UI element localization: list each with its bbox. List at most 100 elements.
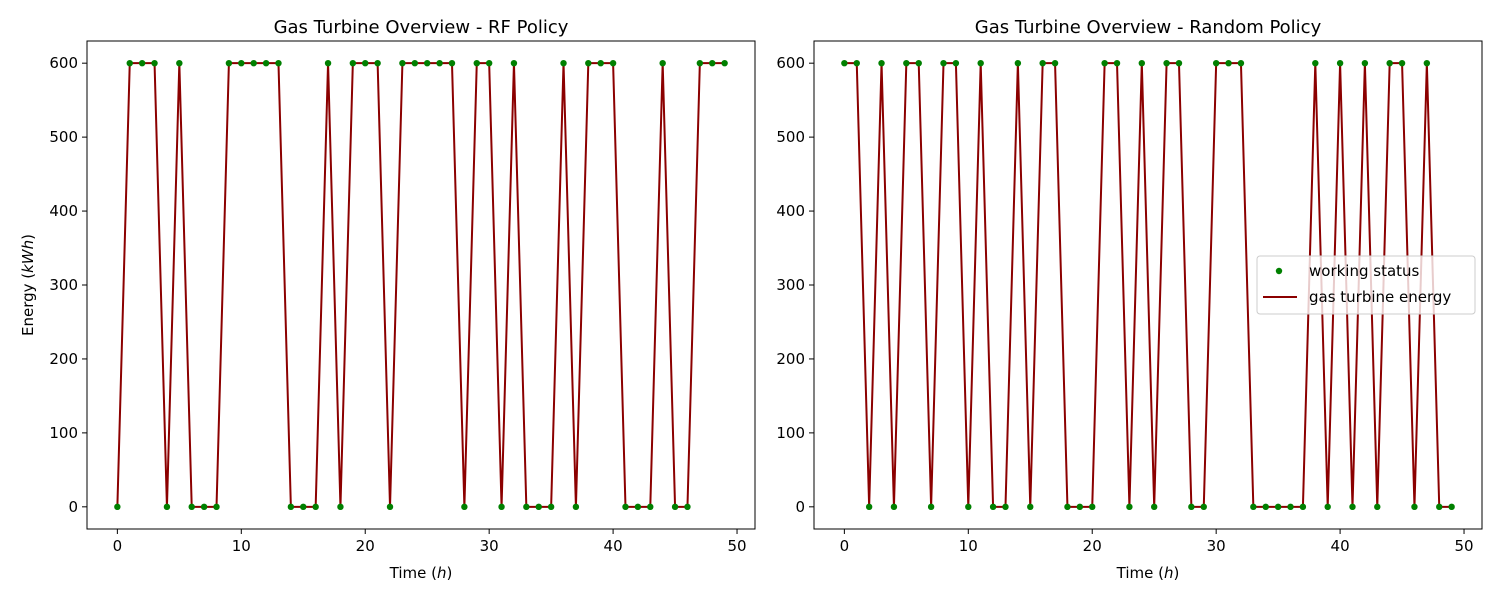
chart-title: Gas Turbine Overview - RF Policy bbox=[274, 17, 569, 38]
y-axis-unit: kWh bbox=[19, 240, 37, 273]
status-point bbox=[300, 503, 307, 511]
status-point bbox=[225, 59, 233, 67]
status-point bbox=[287, 503, 295, 511]
status-point bbox=[1113, 59, 1121, 67]
status-point bbox=[634, 503, 642, 511]
status-point bbox=[952, 59, 960, 67]
status-point bbox=[1027, 503, 1034, 511]
status-point bbox=[1225, 59, 1232, 67]
y-tick-label: 0 bbox=[68, 498, 78, 516]
plot-frame bbox=[813, 40, 1483, 530]
x-axis-label: Time (h) bbox=[389, 564, 453, 582]
status-point bbox=[200, 503, 208, 511]
status-point bbox=[965, 503, 972, 511]
status-point bbox=[709, 59, 716, 67]
x-axis-label-text: Time bbox=[389, 564, 427, 582]
status-point bbox=[399, 59, 406, 67]
status-point bbox=[609, 59, 617, 67]
status-point bbox=[337, 503, 344, 511]
x-tick-label: 10 bbox=[232, 537, 251, 555]
plot-frame bbox=[86, 40, 756, 530]
x-tick-label: 30 bbox=[480, 537, 499, 555]
legend: working status gas turbine energy bbox=[1256, 255, 1476, 315]
status-point bbox=[151, 59, 158, 67]
status-point bbox=[176, 59, 183, 67]
y-tick-label: 300 bbox=[49, 276, 78, 294]
y-tick-label: 600 bbox=[49, 54, 78, 72]
status-point bbox=[903, 59, 910, 67]
x-tick-label: 20 bbox=[356, 537, 375, 555]
status-point bbox=[126, 59, 133, 67]
x-tick-label: 20 bbox=[1083, 537, 1102, 555]
status-point bbox=[1374, 503, 1381, 511]
status-point bbox=[411, 59, 419, 67]
status-point bbox=[1250, 503, 1257, 511]
status-point bbox=[572, 503, 580, 511]
y-tick-label: 500 bbox=[49, 128, 78, 146]
status-point bbox=[721, 59, 728, 67]
plot-marks bbox=[114, 59, 728, 511]
status-point bbox=[386, 503, 394, 511]
y-axis-label-text: Energy bbox=[19, 283, 37, 336]
x-tick-label: 50 bbox=[727, 537, 746, 555]
x-tick-label: 0 bbox=[840, 537, 850, 555]
status-point bbox=[659, 59, 666, 67]
status-point bbox=[349, 59, 357, 67]
status-point bbox=[275, 59, 282, 67]
status-point bbox=[374, 59, 381, 67]
status-point bbox=[461, 503, 468, 511]
y-tick-label: 300 bbox=[776, 276, 805, 294]
status-point bbox=[423, 59, 431, 67]
x-tick-label: 50 bbox=[1454, 537, 1473, 555]
status-point bbox=[1262, 503, 1269, 511]
energy-line bbox=[116, 62, 725, 508]
status-point bbox=[890, 503, 898, 511]
x-axis-label: Time (h) bbox=[1116, 564, 1180, 582]
plot-marks bbox=[841, 59, 1455, 511]
status-point bbox=[1423, 59, 1431, 67]
status-point bbox=[560, 59, 567, 67]
status-point bbox=[647, 503, 654, 511]
status-point bbox=[1039, 59, 1046, 67]
y-tick-label: 200 bbox=[49, 350, 78, 368]
y-tick-label: 400 bbox=[49, 202, 78, 220]
status-point bbox=[473, 59, 480, 67]
legend-scatter-marker bbox=[1275, 267, 1283, 275]
status-point bbox=[1336, 59, 1344, 67]
status-point bbox=[312, 503, 319, 511]
x-tick-label: 40 bbox=[1331, 537, 1350, 555]
y-tick-label: 100 bbox=[776, 424, 805, 442]
status-point bbox=[1324, 503, 1331, 511]
status-point bbox=[523, 503, 530, 511]
status-point bbox=[927, 503, 935, 511]
y-tick-label: 600 bbox=[776, 54, 805, 72]
status-point bbox=[841, 59, 848, 67]
status-point bbox=[1386, 59, 1393, 67]
status-point bbox=[1138, 59, 1146, 67]
status-point bbox=[535, 503, 542, 511]
status-point bbox=[498, 503, 505, 511]
status-point bbox=[1448, 503, 1455, 511]
x-axis-unit: h bbox=[1164, 564, 1174, 582]
y-tick-label: 400 bbox=[776, 202, 805, 220]
status-point bbox=[324, 59, 332, 67]
status-point bbox=[1312, 59, 1319, 67]
status-point bbox=[1126, 503, 1133, 511]
status-point bbox=[696, 59, 704, 67]
y-axis-label: Energy (kWh) bbox=[19, 234, 37, 336]
status-point bbox=[1212, 59, 1220, 67]
status-point bbox=[1175, 59, 1183, 67]
status-point bbox=[1051, 59, 1059, 67]
status-point bbox=[1089, 503, 1096, 511]
status-point bbox=[622, 503, 629, 511]
y-tick-label: 0 bbox=[795, 498, 805, 516]
legend-box bbox=[1256, 255, 1476, 315]
status-point bbox=[547, 503, 555, 511]
chart-title: Gas Turbine Overview - Random Policy bbox=[975, 17, 1322, 38]
status-point bbox=[671, 503, 679, 511]
y-tick-label: 200 bbox=[776, 350, 805, 368]
random-policy-chart: Gas Turbine Overview - Random Policy 0 10… bbox=[776, 17, 1483, 582]
legend-label-working-status: working status bbox=[1309, 262, 1420, 280]
